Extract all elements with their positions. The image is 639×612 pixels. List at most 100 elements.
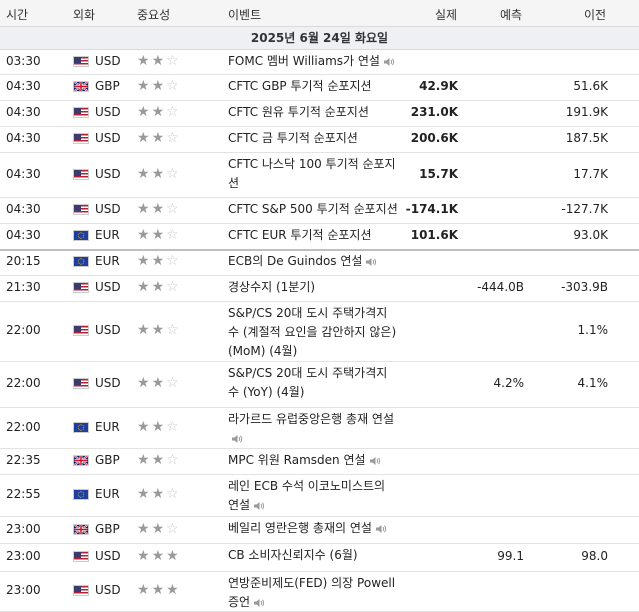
us-flag-icon bbox=[73, 325, 89, 336]
table-row[interactable]: 20:15 EUR ★★☆ ECB의 De Guindos 연설 bbox=[0, 249, 639, 276]
event-name[interactable]: CFTC 원유 투기적 순포지션 bbox=[228, 103, 398, 122]
event-name[interactable]: 연방준비제도(FED) 의장 Powell 증언 bbox=[228, 574, 398, 612]
speaker-icon bbox=[232, 434, 243, 443]
time-cell: 23:00 bbox=[6, 521, 41, 536]
event-label[interactable]: CFTC EUR 투기적 순포지션 bbox=[228, 228, 372, 242]
table-row[interactable]: 22:00 EUR ★★☆ 라가르드 유럽중앙은행 총재 연설 bbox=[0, 407, 639, 449]
actual-value: 231.0K bbox=[410, 105, 458, 119]
event-name[interactable]: 라가르드 유럽중앙은행 총재 연설 bbox=[228, 410, 398, 448]
star-icon: ★ bbox=[137, 548, 152, 564]
event-label[interactable]: 베일리 영란은행 총재의 연설 bbox=[228, 521, 372, 535]
event-label[interactable]: 경상수지 (1분기) bbox=[228, 280, 316, 294]
uk-flag-icon bbox=[73, 523, 89, 535]
event-name[interactable]: CFTC GBP 투기적 순포지션 bbox=[228, 77, 398, 96]
star-icon: ★ bbox=[137, 201, 152, 217]
event-label[interactable]: CFTC S&P 500 투기적 순포지션 bbox=[228, 202, 398, 216]
previous-value: -303.9B bbox=[561, 280, 608, 294]
table-row[interactable]: 04:30 USD ★★☆ CFTC 원유 투기적 순포지션 231.0K 191.9K bbox=[0, 100, 639, 127]
time-cell: 03:30 bbox=[6, 53, 41, 68]
event-name[interactable]: S&P/CS 20대 도시 주택가격지수 (YoY) (4월) bbox=[228, 364, 398, 402]
table-row[interactable]: 04:30 USD ★★☆ CFTC 금 투기적 순포지션 200.6K 187.5K bbox=[0, 126, 639, 153]
event-label[interactable]: 레인 ECB 수석 이코노미스트의 연설 bbox=[228, 479, 386, 512]
time-cell: 22:35 bbox=[6, 453, 41, 467]
event-name[interactable]: ECB의 De Guindos 연설 bbox=[228, 252, 398, 271]
event-name[interactable]: FOMC 멤버 Williams가 연설 bbox=[228, 52, 398, 71]
speaker-icon bbox=[375, 524, 387, 533]
table-row[interactable]: 22:35 GBP ★★☆ MPC 위원 Ramsden 연설 bbox=[0, 448, 639, 475]
star-icon: ☆ bbox=[166, 78, 181, 94]
table-row[interactable]: 04:30 GBP ★★☆ CFTC GBP 투기적 순포지션 42.9K 51.6K bbox=[0, 74, 639, 101]
event-label[interactable]: ECB의 De Guindos 연설 bbox=[228, 254, 363, 268]
event-name[interactable]: 레인 ECB 수석 이코노미스트의 연설 bbox=[228, 477, 398, 515]
table-row[interactable]: 23:00 GBP ★★☆ 베일리 영란은행 총재의 연설 bbox=[0, 516, 639, 544]
event-name[interactable]: CFTC 금 투기적 순포지션 bbox=[228, 129, 398, 148]
actual-value: 15.7K bbox=[419, 166, 458, 181]
event-name[interactable]: CB 소비자신뢰지수 (6월) bbox=[228, 546, 398, 565]
event-label[interactable]: CFTC 나스닥 100 투기적 순포지션 bbox=[228, 157, 396, 190]
star-icon: ★ bbox=[151, 520, 167, 537]
col-previous: 이전 bbox=[584, 8, 607, 22]
currency-cell: USD bbox=[95, 549, 121, 563]
star-icon: ☆ bbox=[166, 165, 181, 182]
star-icon: ★ bbox=[137, 165, 152, 182]
table-row[interactable]: 22:00 USD ★★☆ S&P/CS 20대 도시 주택가격지수 (계절적 요인을… bbox=[0, 301, 639, 362]
star-icon: ★ bbox=[137, 227, 152, 243]
event-label[interactable]: CFTC 금 투기적 순포지션 bbox=[228, 131, 358, 145]
us-flag-icon bbox=[73, 551, 89, 562]
us-flag-icon bbox=[73, 107, 89, 118]
table-row[interactable]: 03:30 USD ★★☆ FOMC 멤버 Williams가 연설 bbox=[0, 49, 639, 75]
star-icon: ☆ bbox=[166, 375, 181, 391]
star-icon: ★ bbox=[151, 418, 167, 435]
currency-cell: USD bbox=[95, 105, 121, 119]
event-label[interactable]: MPC 위원 Ramsden 연설 bbox=[228, 453, 366, 467]
time-cell: 22:55 bbox=[6, 487, 41, 501]
event-name[interactable]: CFTC EUR 투기적 순포지션 bbox=[228, 226, 398, 245]
star-icon: ★ bbox=[137, 253, 152, 269]
importance-stars: ★★☆ bbox=[137, 53, 181, 69]
event-label[interactable]: FOMC 멤버 Williams가 연설 bbox=[228, 54, 380, 68]
event-name[interactable]: MPC 위원 Ramsden 연설 bbox=[228, 451, 398, 470]
speaker-icon bbox=[369, 456, 380, 465]
importance-stars: ★★☆ bbox=[137, 227, 181, 243]
event-label[interactable]: 라가르드 유럽중앙은행 총재 연설 bbox=[228, 412, 395, 426]
star-icon: ☆ bbox=[166, 279, 181, 295]
star-icon: ★ bbox=[151, 52, 167, 69]
table-row[interactable]: 22:00 USD ★★☆ S&P/CS 20대 도시 주택가격지수 (YoY) (4… bbox=[0, 361, 639, 408]
time-cell: 04:30 bbox=[6, 228, 41, 242]
us-flag-icon bbox=[73, 378, 89, 389]
actual-value: 42.9K bbox=[419, 79, 458, 93]
importance-stars: ★★☆ bbox=[137, 419, 181, 435]
event-name[interactable]: 경상수지 (1분기) bbox=[228, 278, 398, 297]
table-row[interactable]: 23:00 USD ★★★ CB 소비자신뢰지수 (6월) 99.1 98.0 bbox=[0, 543, 639, 572]
event-name[interactable]: CFTC 나스닥 100 투기적 순포지션 bbox=[228, 155, 398, 193]
table-row[interactable]: 04:30 USD ★★☆ CFTC S&P 500 투기적 순포지션 -174.1K -… bbox=[0, 197, 639, 224]
previous-value: 93.0K bbox=[573, 228, 608, 242]
previous-value: 17.7K bbox=[573, 166, 608, 181]
event-label[interactable]: CFTC 원유 투기적 순포지션 bbox=[228, 105, 369, 119]
currency-cell: USD bbox=[95, 131, 121, 145]
previous-value: 98.0 bbox=[581, 549, 608, 563]
speaker-icon bbox=[383, 57, 395, 66]
star-icon: ★ bbox=[137, 52, 152, 69]
event-label[interactable]: 연방준비제도(FED) 의장 Powell 증언 bbox=[228, 576, 396, 609]
event-name[interactable]: CFTC S&P 500 투기적 순포지션 bbox=[228, 200, 398, 219]
star-icon: ★ bbox=[151, 130, 167, 146]
us-flag-icon bbox=[73, 133, 89, 144]
event-label[interactable]: CFTC GBP 투기적 순포지션 bbox=[228, 79, 372, 93]
speaker-icon bbox=[366, 257, 377, 266]
time-cell: 22:00 bbox=[6, 376, 41, 390]
event-name[interactable]: S&P/CS 20대 도시 주택가격지수 (계절적 요인을 감안하지 않은) (… bbox=[228, 304, 398, 361]
table-row[interactable]: 22:55 EUR ★★☆ 레인 ECB 수석 이코노미스트의 연설 bbox=[0, 474, 639, 517]
event-label[interactable]: S&P/CS 20대 도시 주택가격지수 (YoY) (4월) bbox=[228, 366, 388, 399]
importance-stars: ★★☆ bbox=[137, 253, 181, 269]
table-row[interactable]: 04:30 EUR ★★☆ CFTC EUR 투기적 순포지션 101.6K 93.0K bbox=[0, 223, 639, 251]
us-flag-icon bbox=[73, 585, 89, 596]
table-row[interactable]: 04:30 USD ★★☆ CFTC 나스닥 100 투기적 순포지션 15.7K 17.… bbox=[0, 152, 639, 198]
table-row[interactable]: 21:30 USD ★★☆ 경상수지 (1분기) -444.0B -303.9B bbox=[0, 275, 639, 302]
event-label[interactable]: CB 소비자신뢰지수 (6월) bbox=[228, 548, 358, 562]
star-icon: ☆ bbox=[166, 130, 181, 146]
event-name[interactable]: 베일리 영란은행 총재의 연설 bbox=[228, 519, 398, 538]
star-icon: ★ bbox=[151, 201, 167, 217]
table-row[interactable]: 23:00 USD ★★★ 연방준비제도(FED) 의장 Powell 증언 bbox=[0, 571, 639, 612]
event-label[interactable]: S&P/CS 20대 도시 주택가격지수 (계절적 요인을 감안하지 않은) (… bbox=[228, 306, 397, 358]
